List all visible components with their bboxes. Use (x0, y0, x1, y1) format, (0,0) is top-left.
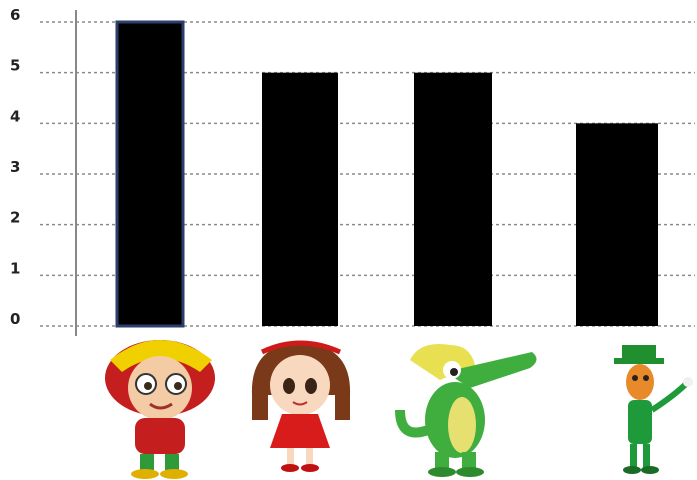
bar-green-alligator (414, 72, 492, 327)
bars (115, 20, 658, 328)
green-alligator-illustration (395, 344, 537, 477)
leprechaun-corn-illustration (614, 345, 693, 474)
bar-leprechaun-corn (576, 123, 658, 326)
y-axis-ticks: 0 1 2 3 4 5 6 (10, 6, 20, 328)
y-tick-label: 4 (10, 107, 20, 125)
y-tick-label: 3 (10, 158, 20, 176)
y-tick-label: 6 (10, 6, 20, 24)
y-tick-label: 1 (10, 259, 20, 277)
bar-girl-with-yellow-hat (115, 20, 185, 328)
girl-in-red-dress-illustration (251, 340, 351, 472)
bar-girl-in-red-dress (262, 72, 338, 327)
y-tick-label: 0 (10, 310, 20, 328)
y-tick-label: 2 (10, 209, 20, 227)
y-tick-label: 5 (10, 57, 20, 75)
girl-with-yellow-hat-illustration (105, 340, 215, 479)
